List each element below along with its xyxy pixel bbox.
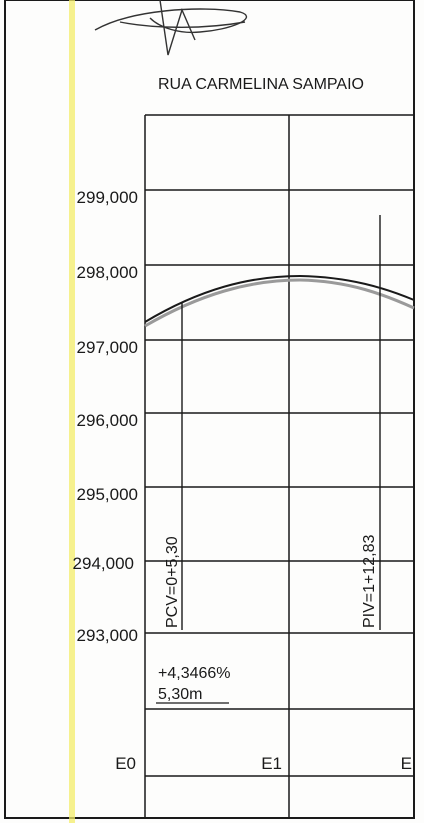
station-label: E: [401, 754, 412, 773]
drawing-frame: [4, 0, 415, 819]
grid: [144, 114, 414, 818]
piv-label: PIV=1+12,83: [361, 534, 378, 628]
length-value: 5,30m: [158, 686, 202, 703]
elevation-label: 298,000: [77, 263, 138, 282]
station-label: E1: [261, 754, 282, 773]
elevation-label: 293,000: [77, 626, 138, 645]
elevation-label: 295,000: [77, 485, 138, 504]
drawing-title: RUA CARMELINA SAMPAIO: [158, 76, 364, 93]
grade-value: +4,3466%: [158, 665, 231, 682]
highlight-stripe: [69, 0, 75, 823]
profile-curve-shadow: [144, 278, 415, 328]
signature-scribble: [94, 0, 248, 56]
pcv-label: PCV=0+5,30: [164, 536, 181, 628]
elevation-label: 297,000: [77, 338, 138, 357]
profile-curve: [144, 274, 415, 323]
elevation-labels: 299,000 298,000 297,000 296,000 295,000 …: [73, 188, 138, 645]
elevation-label: 294,000: [73, 554, 134, 573]
elevation-label: 296,000: [77, 411, 138, 430]
station-label: E0: [115, 754, 136, 773]
elevation-label: 299,000: [77, 188, 138, 207]
